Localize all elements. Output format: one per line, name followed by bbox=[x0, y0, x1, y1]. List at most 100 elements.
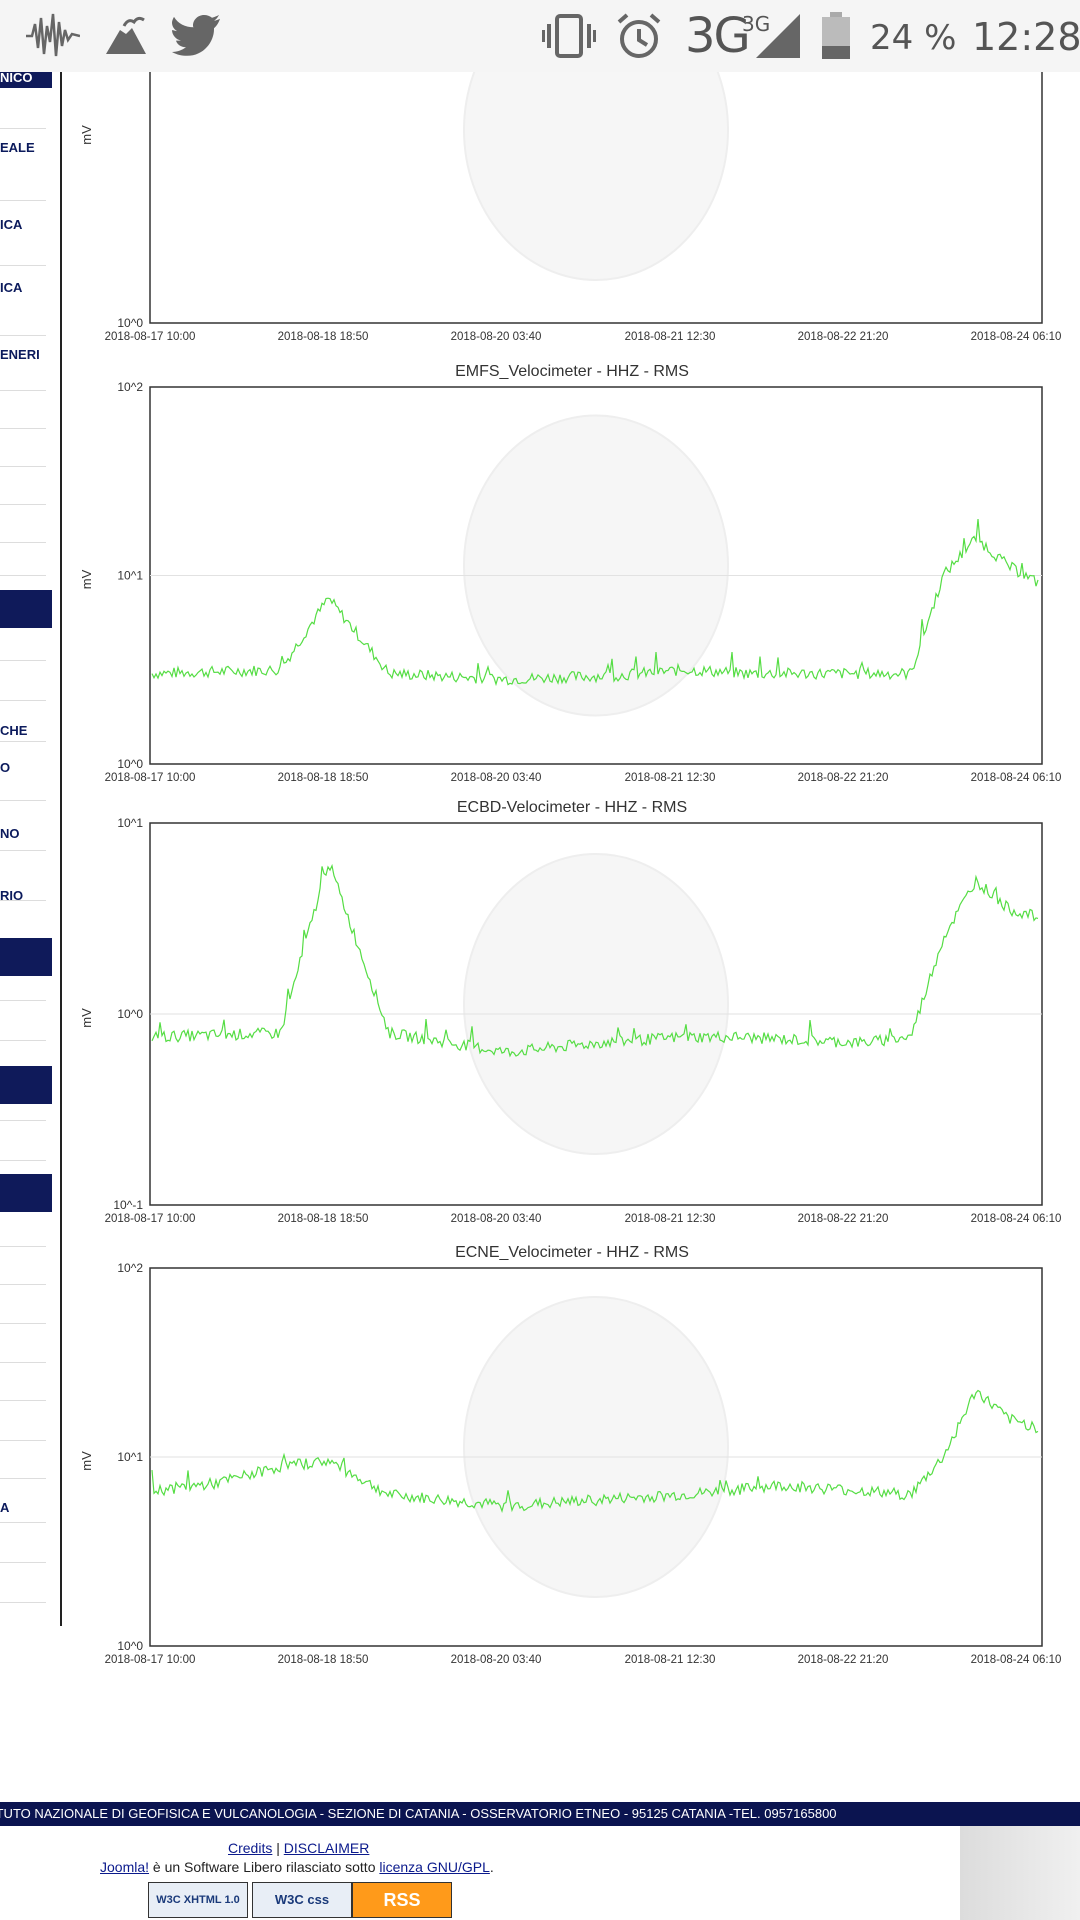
rss-badge[interactable]: RSS bbox=[352, 1882, 452, 1918]
signal-icon bbox=[756, 14, 800, 58]
sidebar-separator bbox=[0, 1284, 46, 1285]
sidebar-separator bbox=[0, 542, 46, 543]
watermark-globe-icon bbox=[463, 1296, 729, 1598]
sidebar-separator bbox=[0, 1362, 46, 1363]
footer: Credits | DISCLAIMER Joomla! è un Softwa… bbox=[0, 1826, 960, 1920]
sidebar-separator bbox=[0, 200, 46, 201]
w3c-xhtml-badge[interactable]: W3C XHTML 1.0 bbox=[148, 1882, 248, 1918]
network-type-sup: 3G bbox=[742, 12, 771, 36]
network-type: 3G bbox=[685, 8, 751, 64]
x-tick-label: 2018-08-22 21:20 bbox=[798, 772, 889, 784]
sidebar-active-block[interactable] bbox=[0, 590, 52, 628]
sidebar-separator bbox=[0, 900, 46, 901]
sidebar-separator bbox=[0, 1040, 46, 1041]
w3c-css-badge[interactable]: W3C css bbox=[252, 1882, 352, 1918]
x-tick-label: 2018-08-17 10:00 bbox=[105, 331, 196, 343]
sidebar-item[interactable]: EALE bbox=[0, 140, 35, 155]
footer-address-band: ITUTO NAZIONALE DI GEOFISICA E VULCANOLO… bbox=[0, 1802, 1080, 1826]
sidebar-separator bbox=[0, 850, 46, 851]
sidebar-item[interactable]: CHE bbox=[0, 723, 28, 738]
sidebar-separator bbox=[0, 1602, 46, 1603]
x-tick-label: 2018-08-18 18:50 bbox=[278, 1213, 369, 1225]
seismograph-icon bbox=[26, 13, 80, 57]
x-tick-label: 2018-08-17 10:00 bbox=[105, 1654, 196, 1666]
alarm-icon bbox=[617, 13, 661, 58]
sidebar-separator bbox=[0, 1478, 46, 1479]
x-tick-label: 2018-08-20 03:40 bbox=[451, 1213, 542, 1225]
license-link[interactable]: licenza GNU/GPL bbox=[379, 1859, 490, 1875]
chart-ylabel: mV bbox=[79, 125, 94, 145]
y-tick-label: 10^2 bbox=[117, 1261, 143, 1275]
x-tick-label: 2018-08-22 21:20 bbox=[798, 331, 889, 343]
y-tick-label: 10^0 bbox=[117, 1639, 143, 1653]
footer-separator: | bbox=[276, 1840, 280, 1856]
chart-frame bbox=[149, 72, 1043, 324]
sidebar-item[interactable]: A bbox=[0, 1500, 10, 1515]
clock: 12:28 bbox=[972, 15, 1080, 59]
sidebar-separator bbox=[0, 128, 46, 129]
credits-link[interactable]: Credits bbox=[228, 1840, 273, 1856]
sidebar-separator bbox=[0, 1160, 46, 1161]
chart-panel-3: ECNE_Velocimeter - HHZ - RMS mV 10^2 10^1 10… bbox=[79, 1244, 1061, 1666]
chart-title: ECBD-Velocimeter - HHZ - RMS bbox=[457, 799, 687, 816]
footer-links: Credits | DISCLAIMER bbox=[228, 1840, 369, 1856]
disclaimer-link[interactable]: DISCLAIMER bbox=[283, 1840, 370, 1856]
chart-panel-2: ECBD-Velocimeter - HHZ - RMS mV 10^1 10^0 10… bbox=[79, 799, 1061, 1225]
sidebar-separator bbox=[0, 741, 46, 742]
x-tick-label: 2018-08-21 12:30 bbox=[625, 331, 716, 343]
license-end: . bbox=[489, 1859, 494, 1875]
x-tick-label: 2018-08-17 10:00 bbox=[105, 772, 196, 784]
joomla-text: è un Software Libero rilasciato sotto bbox=[149, 1859, 380, 1875]
x-tick-label: 2018-08-21 12:30 bbox=[625, 1213, 716, 1225]
sidebar-item[interactable]: RIO bbox=[0, 888, 24, 903]
x-tick-label: 2018-08-22 21:20 bbox=[798, 1213, 889, 1225]
x-tick-label: 2018-08-24 06:10 bbox=[971, 1213, 1062, 1225]
chart-ylabel: mV bbox=[79, 1451, 94, 1471]
sidebar-separator bbox=[0, 1562, 46, 1563]
x-tick-label: 2018-08-18 18:50 bbox=[278, 772, 369, 784]
watermark-globe-icon bbox=[463, 72, 729, 281]
x-tick-label: 2018-08-21 12:30 bbox=[625, 772, 716, 784]
y-tick-label: 10^-1 bbox=[113, 1198, 143, 1212]
x-tick-label: 2018-08-24 06:10 bbox=[971, 331, 1062, 343]
sidebar-separator bbox=[0, 335, 46, 336]
series-line bbox=[151, 1389, 1039, 1513]
status-bar: 3G 3G 24 % 12:28 bbox=[0, 0, 1080, 72]
series-line bbox=[151, 863, 1039, 1058]
battery-percent: 24 % bbox=[870, 18, 957, 58]
x-tick-label: 2018-08-18 18:50 bbox=[278, 331, 369, 343]
twitter-icon bbox=[172, 14, 220, 56]
footer-address: ITUTO NAZIONALE DI GEOFISICA E VULCANOLO… bbox=[0, 1806, 837, 1821]
sidebar-item[interactable]: ICA bbox=[0, 280, 23, 295]
y-tick-label: 10^0 bbox=[117, 1007, 143, 1021]
sidebar-item[interactable]: NO bbox=[0, 826, 20, 841]
sidebar-active-block[interactable] bbox=[0, 938, 52, 976]
sidebar-separator bbox=[0, 428, 46, 429]
sidebar-item[interactable]: ENERI bbox=[0, 347, 40, 362]
y-tick-label: 10^0 bbox=[117, 316, 143, 330]
y-tick-label: 10^0 bbox=[117, 757, 143, 771]
sidebar-separator bbox=[0, 1400, 46, 1401]
sidebar-separator bbox=[0, 504, 46, 505]
sidebar-active-block[interactable] bbox=[0, 1066, 52, 1104]
sidebar-separator bbox=[0, 1246, 46, 1247]
sidebar-item[interactable]: NICO bbox=[0, 72, 33, 85]
y-tick-label: 10^2 bbox=[117, 380, 143, 394]
sidebar-item[interactable]: O bbox=[0, 760, 11, 775]
sidebar-active-block[interactable] bbox=[0, 1174, 52, 1212]
x-tick-label: 2018-08-22 21:20 bbox=[798, 1654, 889, 1666]
chart-title: EMFS_Velocimeter - HHZ - RMS bbox=[455, 363, 689, 380]
sidebar-separator bbox=[0, 660, 46, 661]
chart-title: ECNE_Velocimeter - HHZ - RMS bbox=[455, 1244, 689, 1261]
sidebar-separator bbox=[0, 1120, 46, 1121]
sidebar-item[interactable]: ICA bbox=[0, 217, 23, 232]
sidebar-separator bbox=[0, 800, 46, 801]
x-tick-label: 2018-08-20 03:40 bbox=[451, 772, 542, 784]
volcano-icon bbox=[106, 16, 146, 54]
joomla-link[interactable]: Joomla! bbox=[100, 1859, 150, 1875]
y-tick-label: 10^1 bbox=[117, 1450, 143, 1464]
sidebar-separator bbox=[0, 466, 46, 467]
watermark-globe-icon bbox=[463, 414, 729, 717]
sidebar-active-block[interactable] bbox=[0, 72, 52, 88]
